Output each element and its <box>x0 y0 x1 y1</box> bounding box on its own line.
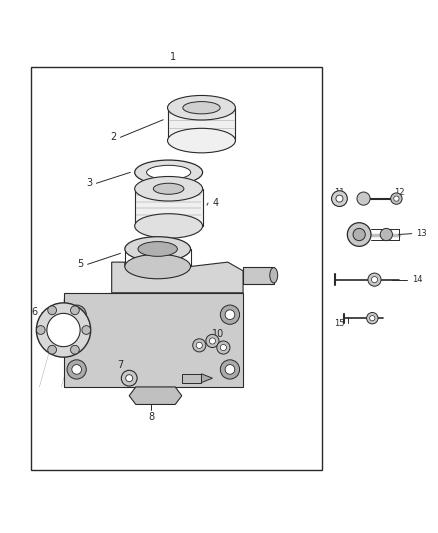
Circle shape <box>196 342 202 349</box>
Circle shape <box>220 305 240 324</box>
Ellipse shape <box>135 176 202 201</box>
Circle shape <box>71 306 79 314</box>
Ellipse shape <box>270 268 278 283</box>
Circle shape <box>67 360 86 379</box>
Circle shape <box>391 193 402 204</box>
Circle shape <box>121 370 137 386</box>
Polygon shape <box>64 293 243 387</box>
Circle shape <box>353 229 365 241</box>
Ellipse shape <box>135 160 202 184</box>
Text: 13: 13 <box>416 229 427 238</box>
Circle shape <box>380 229 392 241</box>
FancyBboxPatch shape <box>182 374 201 383</box>
Circle shape <box>67 305 86 324</box>
Polygon shape <box>201 374 212 383</box>
Polygon shape <box>112 262 243 293</box>
Text: 15: 15 <box>334 319 345 328</box>
Ellipse shape <box>153 183 184 194</box>
Ellipse shape <box>135 214 202 238</box>
Circle shape <box>367 312 378 324</box>
Circle shape <box>72 365 81 374</box>
Circle shape <box>217 341 230 354</box>
Circle shape <box>371 277 378 282</box>
Text: 5: 5 <box>77 260 83 269</box>
Ellipse shape <box>125 254 191 279</box>
Text: 2: 2 <box>110 132 116 142</box>
Polygon shape <box>243 266 274 284</box>
Ellipse shape <box>147 165 191 179</box>
Text: 12: 12 <box>394 188 405 197</box>
Circle shape <box>368 273 381 286</box>
Text: 1: 1 <box>170 52 176 61</box>
Ellipse shape <box>183 102 220 114</box>
Text: 6: 6 <box>32 308 38 318</box>
Text: 3: 3 <box>86 178 92 188</box>
Text: 7: 7 <box>117 360 124 370</box>
Circle shape <box>126 375 133 382</box>
Circle shape <box>220 360 240 379</box>
Text: 14: 14 <box>412 275 422 284</box>
Circle shape <box>48 345 57 354</box>
Circle shape <box>82 326 91 334</box>
Text: 10: 10 <box>212 329 225 340</box>
Ellipse shape <box>138 241 177 256</box>
Circle shape <box>36 303 91 357</box>
Circle shape <box>206 334 219 348</box>
Circle shape <box>71 345 79 354</box>
Circle shape <box>357 192 370 205</box>
Text: 8: 8 <box>148 412 154 422</box>
Circle shape <box>394 196 399 201</box>
Circle shape <box>225 310 235 319</box>
Ellipse shape <box>168 95 236 120</box>
Circle shape <box>220 344 226 351</box>
Circle shape <box>36 326 45 334</box>
Text: 9: 9 <box>223 365 230 374</box>
Circle shape <box>48 306 57 314</box>
Circle shape <box>47 313 80 346</box>
Bar <box>31 67 322 470</box>
Circle shape <box>225 365 235 374</box>
Polygon shape <box>129 387 182 405</box>
Circle shape <box>347 223 371 246</box>
Circle shape <box>370 316 375 321</box>
Text: 11: 11 <box>334 188 345 197</box>
Circle shape <box>193 339 206 352</box>
Circle shape <box>209 338 215 344</box>
Circle shape <box>332 191 347 206</box>
Circle shape <box>336 195 343 202</box>
Ellipse shape <box>168 128 236 153</box>
Circle shape <box>72 310 81 319</box>
Ellipse shape <box>125 237 191 261</box>
Text: 4: 4 <box>212 198 219 208</box>
